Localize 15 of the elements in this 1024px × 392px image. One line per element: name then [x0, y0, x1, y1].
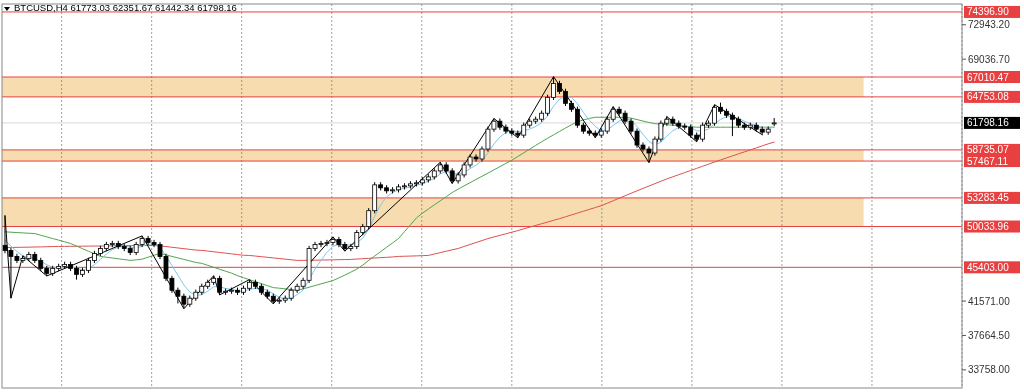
y-tick-label: 37664.50: [968, 329, 1011, 341]
y-tick-label: 69036.70: [968, 53, 1011, 65]
ref-line-label: 45403.00: [967, 261, 1010, 273]
ref-line-label: 64753.08: [967, 91, 1010, 103]
y-tick-label: 72943.20: [968, 19, 1011, 31]
ref-line-label: 53283.45: [967, 192, 1010, 204]
ref-line-label: 57467.11: [967, 155, 1009, 167]
ref-line-label: 50033.96: [967, 221, 1010, 233]
ref-line-label: 74396.90: [967, 6, 1010, 18]
chart-title: BTCUSD,H4 61773.03 62351.67 61442.34 61798.16: [14, 2, 237, 13]
y-tick-label: 33758.00: [968, 364, 1011, 376]
ref-line-label: 58735.07: [967, 144, 1010, 156]
y-tick-label: 41571.00: [968, 295, 1011, 307]
ref-line-label: 67010.47: [967, 71, 1010, 83]
ref-line-label: 61798.16: [967, 117, 1010, 129]
